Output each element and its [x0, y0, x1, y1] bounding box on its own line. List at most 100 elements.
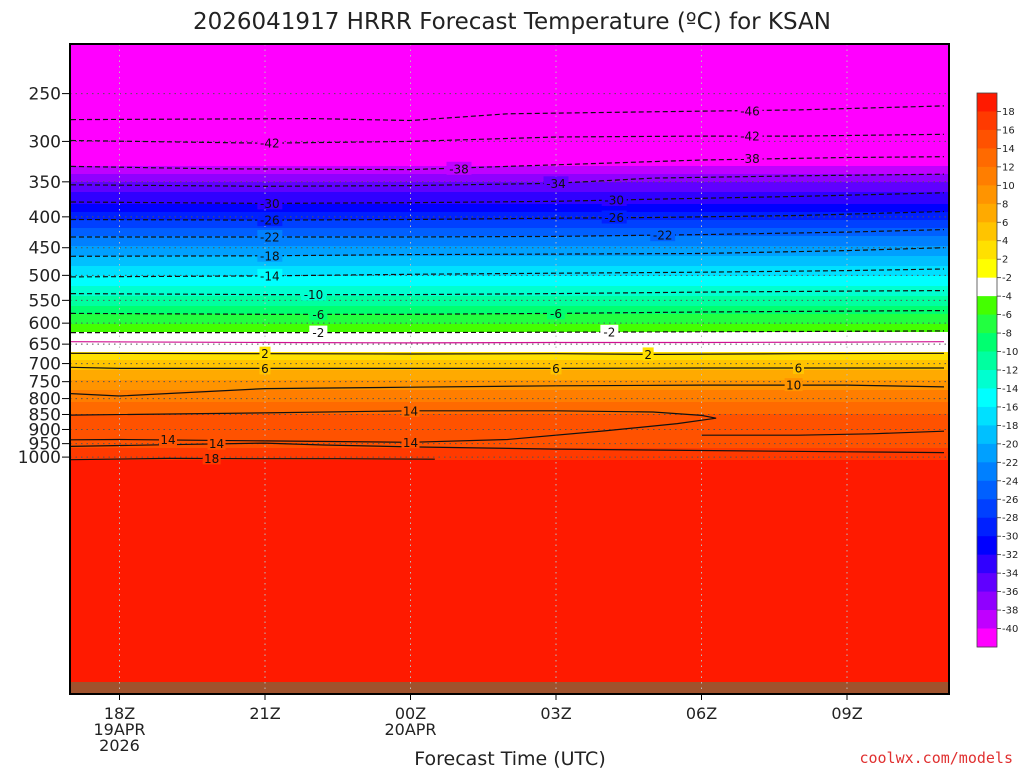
- temperature-band: [70, 114, 949, 117]
- temperature-band: [70, 446, 949, 449]
- temperature-band: [70, 128, 949, 131]
- temperature-band: [70, 296, 949, 299]
- y-tick-label: 950: [29, 435, 61, 455]
- temperature-band: [70, 608, 949, 611]
- temperature-band: [70, 482, 949, 485]
- temperature-band: [70, 644, 949, 647]
- colorbar-swatch: [977, 388, 997, 408]
- temperature-band: [70, 386, 949, 389]
- temperature-band: [70, 140, 949, 143]
- contour-label: -30: [260, 197, 280, 211]
- temperature-band: [70, 604, 949, 607]
- credit-link[interactable]: coolwx.com/models: [859, 749, 1013, 767]
- temperature-band: [70, 670, 949, 673]
- contour-label-bg: [650, 228, 676, 242]
- contour-label: -2: [312, 326, 324, 340]
- temperature-band: [70, 664, 949, 667]
- temperature-band: [70, 476, 949, 479]
- temperature-band: [70, 90, 949, 93]
- x-tick-label: 20APR: [384, 720, 436, 739]
- temperature-band: [70, 374, 949, 377]
- temperature-band: [70, 152, 949, 155]
- temperature-band: [70, 430, 949, 433]
- colorbar-label: -2: [1002, 273, 1012, 284]
- temperature-band: [70, 318, 949, 321]
- contour-label-bg: [547, 306, 565, 320]
- contour-label: -42: [740, 130, 760, 144]
- contour-label: -34: [546, 177, 566, 191]
- temperature-band: [70, 460, 949, 463]
- temperature-band: [70, 626, 949, 629]
- y-tick-label: 400: [29, 208, 61, 228]
- contour-label: -26: [604, 211, 624, 225]
- temperature-band: [70, 368, 949, 371]
- temperature-band: [70, 214, 949, 217]
- temperature-band: [70, 478, 949, 481]
- colorbar-swatch: [977, 222, 997, 242]
- temperature-band: [70, 330, 949, 333]
- temperature-band: [70, 80, 949, 83]
- temperature-band: [70, 398, 949, 401]
- colorbar-swatch: [977, 148, 997, 168]
- contour-label: -22: [260, 231, 280, 245]
- temperature-band: [70, 516, 949, 519]
- temperature-band: [70, 492, 949, 495]
- temperature-band: [70, 484, 949, 487]
- temperature-band: [70, 660, 949, 663]
- temperature-band: [70, 518, 949, 521]
- temperature-fill: [70, 44, 949, 694]
- colorbar-label: -6: [1002, 310, 1012, 321]
- temperature-band: [70, 442, 949, 445]
- temperature-band: [70, 46, 949, 49]
- temperature-band: [70, 668, 949, 671]
- contour-label: 6: [552, 362, 560, 376]
- temperature-band: [70, 404, 949, 407]
- temperature-band: [70, 666, 949, 669]
- temperature-band: [70, 588, 949, 591]
- contour-label-bg: [401, 435, 420, 449]
- temperature-band: [70, 124, 949, 127]
- temperature-band: [70, 244, 949, 247]
- temperature-band: [70, 420, 949, 423]
- contour-label-bg: [784, 378, 803, 392]
- temperature-band: [70, 596, 949, 599]
- temperature-band: [70, 288, 949, 291]
- temperature-band: [70, 366, 949, 369]
- y-axis: 2503003504004505005506006507007508008509…: [18, 85, 70, 468]
- temperature-band: [70, 310, 949, 313]
- contour-label-bg: [601, 210, 627, 224]
- contour-label-bg: [257, 136, 283, 150]
- temperature-band: [70, 174, 949, 177]
- colorbar-swatch: [977, 129, 997, 149]
- temperature-band: [70, 526, 949, 529]
- temperature-band: [70, 542, 949, 545]
- temperature-band: [70, 402, 949, 405]
- temperature-band: [70, 92, 949, 95]
- colorbar-swatch: [977, 314, 997, 334]
- temperature-band: [70, 304, 949, 307]
- temperature-band: [70, 568, 949, 571]
- y-tick-label: 900: [29, 420, 61, 440]
- temperature-band: [70, 564, 949, 567]
- contour-label-bg: [737, 103, 763, 117]
- x-tick-label: 19APR: [93, 720, 145, 739]
- temperature-band: [70, 646, 949, 649]
- contour-label-bg: [600, 324, 619, 338]
- temperature-band: [70, 206, 949, 209]
- temperature-band: [70, 406, 949, 409]
- contour-label: -26: [260, 214, 280, 228]
- contour-label: -18: [260, 249, 280, 263]
- temperature-band: [70, 120, 949, 123]
- temperature-band: [70, 146, 949, 149]
- temperature-band: [70, 570, 949, 573]
- temperature-band: [70, 270, 949, 273]
- temperature-band: [70, 300, 949, 303]
- contour-label-bg: [793, 361, 804, 375]
- temperature-band: [70, 324, 949, 327]
- temperature-band: [70, 344, 949, 347]
- temperature-band: [70, 284, 949, 287]
- colorbar-swatch: [977, 480, 997, 500]
- y-tick-label: 250: [29, 85, 61, 105]
- temperature-band: [70, 400, 949, 403]
- contour-label: -2: [603, 325, 615, 339]
